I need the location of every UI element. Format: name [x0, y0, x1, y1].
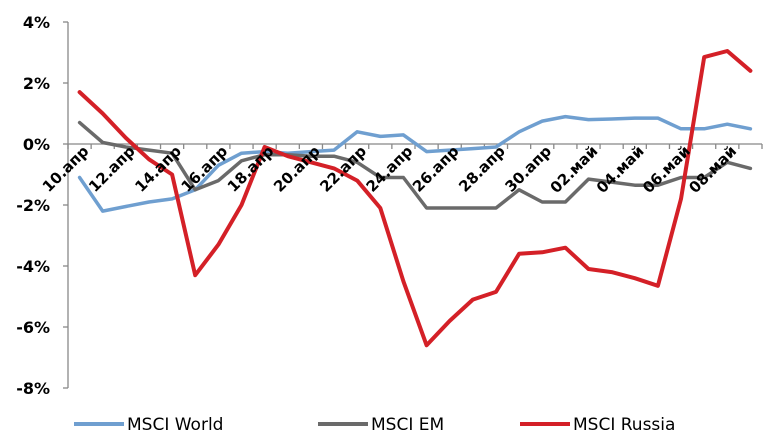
- series-line-msci-em: [77, 120, 753, 210]
- legend-label-msci-em: MSCI EM: [371, 415, 444, 435]
- y-tick-label: -4%: [16, 257, 50, 276]
- y-tick-label: 0%: [23, 135, 50, 154]
- legend-label-msci-russia: MSCI Russia: [573, 415, 675, 435]
- y-tick-label: -2%: [16, 196, 50, 215]
- y-tick-label: 2%: [23, 74, 50, 93]
- x-tick-label: 08.май: [685, 142, 740, 197]
- series-line-msci-russia: [77, 49, 753, 348]
- series-lines: [77, 49, 753, 348]
- y-tick-label: 4%: [23, 13, 50, 32]
- x-tick-label: 02.май: [547, 142, 602, 197]
- x-tick-label: 30.апр: [501, 142, 555, 196]
- legend-label-msci-world: MSCI World: [127, 415, 223, 435]
- x-tick-label: 12.апр: [85, 142, 139, 196]
- x-tick-label: 24.апр: [363, 142, 417, 196]
- x-tick-label: 20.апр: [270, 142, 324, 196]
- x-tick-label: 04.май: [593, 142, 648, 197]
- legend: MSCI World MSCI EM MSCI Russia: [74, 415, 675, 435]
- y-tick-labels: 4% 2% 0% -2% -4% -6% -8%: [16, 13, 50, 398]
- y-tick-label: -6%: [16, 318, 50, 337]
- series-line-msci-world: [77, 114, 753, 213]
- axes: [63, 21, 763, 389]
- y-tick-label: -8%: [16, 379, 50, 398]
